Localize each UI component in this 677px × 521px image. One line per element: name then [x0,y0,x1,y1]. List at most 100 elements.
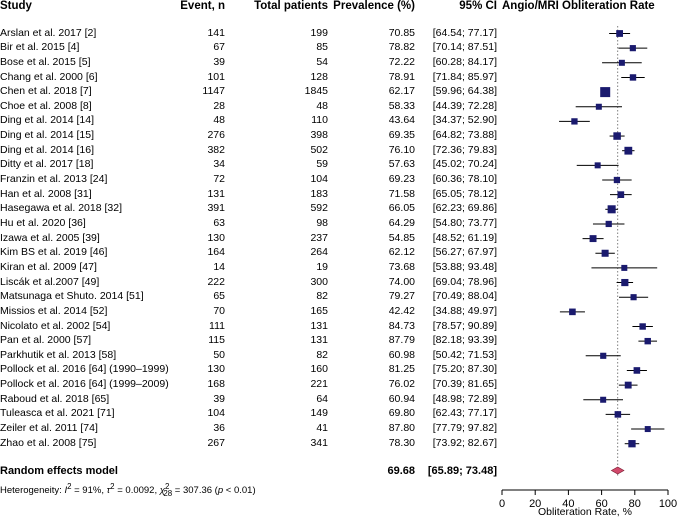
study-name: Kiran et al. 2009 [47] [0,260,97,273]
het-prefix: Heterogeneity: [0,485,65,497]
study-name: Raboud et al. 2018 [65] [0,392,110,405]
study-total: 54 [316,55,328,68]
study-name: Arslan et al. 2017 [2] [0,26,97,39]
study-ci: [60.28; 84.17] [432,55,497,68]
study-prevalence: 60.98 [388,348,415,361]
study-ci: [44.39; 72.28] [432,99,497,112]
study-total: 165 [310,304,328,317]
study-prevalence: 64.29 [388,217,415,229]
study-prevalence: 57.63 [388,158,415,171]
study-total: 221 [310,378,328,391]
study-events: 50 [213,348,225,361]
study-name: Pan et al. 2000 [57] [0,334,92,347]
study-total: 19 [316,260,328,273]
study-ci: [34.88; 49.97] [432,304,497,317]
pooled-label: Random effects model [0,465,118,477]
study-events: 391 [207,202,225,215]
study-ci: [71.84; 85.97] [432,70,497,83]
study-total: 341 [310,436,328,449]
study-prevalence: 69.23 [388,173,415,185]
study-prevalence: 71.58 [388,187,415,200]
study-square [621,278,629,287]
study-total: 110 [311,114,328,127]
study-events: 141 [207,26,225,39]
study-name: Ding et al. 2014 [15] [0,129,94,142]
study-prevalence: 60.94 [388,392,415,405]
study-ci: [48.98; 72.89] [432,392,497,405]
study-events: 168 [207,378,225,391]
study-square [595,103,602,110]
study-square [614,411,622,418]
study-prevalence: 73.68 [388,260,415,273]
study-events: 36 [213,422,225,435]
study-prevalence: 78.91 [388,70,415,83]
study-total: 98 [316,217,328,229]
study-total: 160 [310,363,328,376]
study-total: 64 [316,392,328,405]
study-events: 28 [213,99,225,112]
study-name: Ditty et al. 2017 [18] [0,158,94,171]
header-study: Study [0,0,32,12]
study-total: 264 [310,246,328,259]
study-total: 149 [310,407,328,420]
study-ci: [72.36; 79.83] [432,143,497,156]
study-square [589,235,597,243]
study-ci: [62.43; 77.17] [432,407,497,420]
x-tick-label: 60 [595,498,607,510]
study-prevalence: 69.80 [388,407,415,420]
study-ci: [56.27; 67.97] [432,246,497,259]
study-square [624,146,633,155]
study-name: Zeiler et al. 2011 [74] [0,422,98,435]
study-square [600,352,607,359]
study-name: Chen et al. 2018 [7] [0,85,92,98]
study-prevalence: 69.35 [388,129,415,142]
study-square [601,249,609,257]
study-events: 14 [213,260,225,273]
study-square [616,30,623,37]
study-total: 128 [310,70,328,83]
study-square [600,87,611,98]
study-ci: [70.39; 81.65] [432,378,497,391]
study-name: Hu et al. 2020 [36] [0,217,86,229]
study-total: 85 [316,41,328,54]
study-square [613,132,621,140]
study-events: 67 [213,41,225,54]
study-square [629,45,636,52]
study-total: 82 [316,290,328,303]
study-square [605,220,612,228]
study-square [621,264,628,271]
study-prevalence: 87.79 [388,334,415,347]
study-name: Matsunaga et Shuto. 2014 [51] [0,290,144,303]
study-square [633,367,641,374]
study-total: 131 [310,319,328,332]
study-ci: [64.54; 77.17] [432,26,497,39]
study-prevalence: 58.33 [388,99,415,112]
study-events: 63 [213,217,225,229]
het-chi-value: = 307.36 ( [172,485,218,497]
study-name: Chang et al. 2000 [6] [0,70,98,83]
study-prevalence: 87.80 [388,422,415,435]
study-ci: [82.18; 93.39] [432,334,497,347]
heterogeneity-text: Heterogeneity: I2 = 91%, τ2 = 0.0092, χ2… [0,482,256,498]
study-prevalence: 54.85 [388,231,415,244]
study-name: Choe et al. 2008 [8] [0,99,92,112]
study-prevalence: 70.85 [388,26,415,39]
study-prevalence: 79.27 [388,290,415,303]
study-ci: [64.82; 73.88] [432,129,497,142]
study-square [617,191,625,198]
study-events: 39 [213,392,225,405]
study-ci: [60.36; 78.10] [432,173,497,185]
study-name: Liscák et al.2007 [49] [0,275,100,288]
het-tau-symbol: τ [106,485,111,497]
study-total: 104 [310,173,328,185]
study-square [571,118,578,125]
het-chi-sub: 28 [163,489,173,499]
het-tau-sup: 2 [110,482,115,491]
study-prevalence: 76.02 [388,378,415,391]
study-events: 115 [208,334,225,347]
study-name: Missios et al. 2014 [52] [0,304,108,317]
study-events: 104 [207,407,225,420]
x-tick-label: 80 [629,498,641,510]
study-events: 72 [213,173,225,185]
